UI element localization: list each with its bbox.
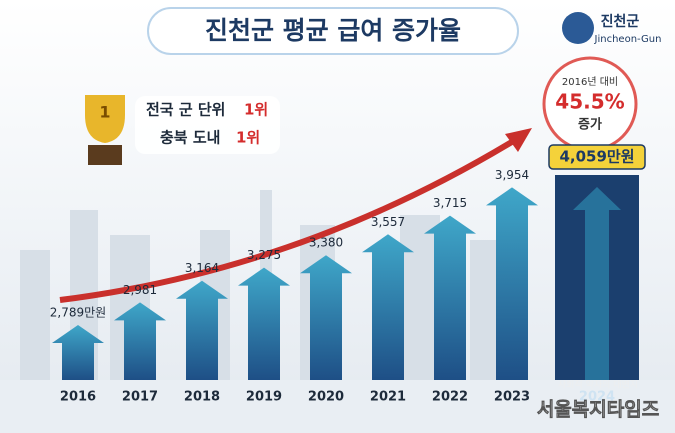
bar [300,255,352,380]
trend-arrow [59,137,517,303]
x-tick-label: 2018 [184,390,220,405]
bar [176,280,228,380]
trophy-label: 1 [99,103,110,122]
badge-rank: 1위 [244,101,268,119]
x-tick-label: 2016 [60,390,96,405]
badge-box [135,96,280,154]
watermark-slogan: 사회적 약자의 대변지 [558,379,638,391]
logo-mark [562,12,594,44]
trend-arrowhead [505,128,532,152]
x-tick-label: 2022 [432,390,468,405]
value-label: 3,715 [433,196,467,210]
badge-rank: 1위 [236,129,260,147]
title-box [147,7,519,55]
x-tick-label: 2017 [122,390,158,405]
x-tick-label: 2020 [308,390,344,405]
watermark: 서울복지타임즈 [537,399,659,421]
callout-base: 2016년 대비 [562,76,618,88]
x-tick-label: 2019 [246,390,282,405]
badge-line: 충북 도내 [160,129,220,147]
value-label: 3,164 [185,261,219,275]
bar [424,215,476,380]
value-label: 2,981 [123,283,157,297]
logo-english: Jincheon-Gun [594,34,662,45]
bar [362,234,414,380]
x-tick-label: 2024 [579,390,615,405]
trophy-base [88,145,122,165]
bar [52,325,104,380]
value-label: 3,557 [371,215,405,229]
value-label: 4,059만원 [559,148,634,166]
floor [0,380,675,433]
value-box [548,144,646,170]
x-tick-label: 2023 [494,390,530,405]
logo-name: 진천군 [601,13,640,30]
badge-line: 전국 군 단위 [146,101,225,119]
bar [486,187,538,380]
bar-arrow [573,187,621,380]
value-label: 2,789만원 [50,306,106,320]
value-label: 3,954 [495,168,529,182]
x-tick-label: 2021 [370,390,406,405]
bar [114,302,166,380]
value-label: 3,380 [309,236,343,250]
chart-title: 진천군 평균 급여 증가율 [205,16,461,45]
trophy [85,95,125,143]
callout-suffix: 증가 [578,118,602,133]
value-label: 3,275 [247,248,281,262]
bar [238,267,290,380]
callout-rate: 45.5% [555,90,624,114]
